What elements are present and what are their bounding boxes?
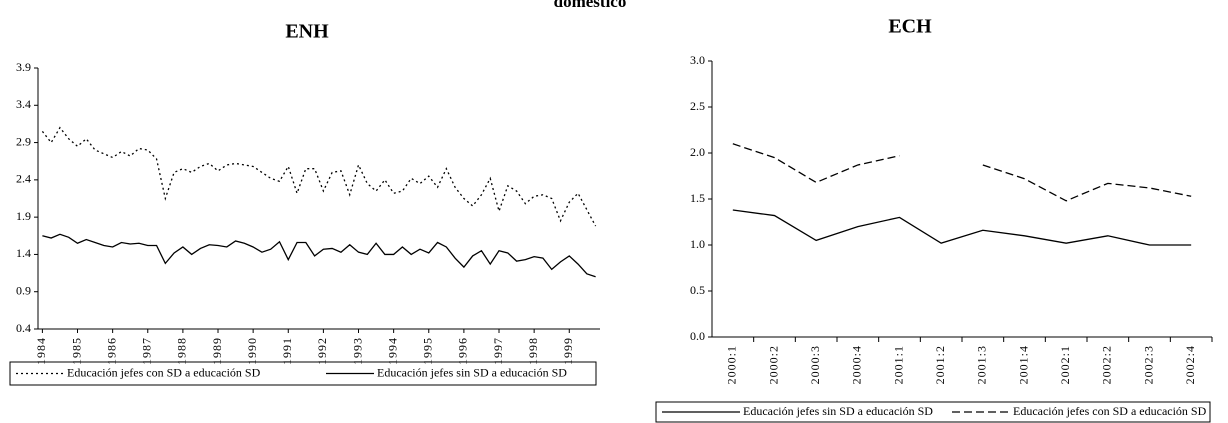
chart-title: ENH (285, 21, 329, 43)
y-tick-label: 1.0 (690, 237, 705, 251)
x-tick-label: 2000:4 (850, 345, 864, 384)
x-tick-label: 2001:2 (933, 345, 947, 384)
series-line (41, 126, 597, 227)
y-tick-label: 3.0 (690, 53, 705, 67)
y-tick-label: 2.5 (690, 99, 705, 113)
x-tick-label: 2001:1 (891, 345, 905, 384)
x-tick-label: 1989 (210, 337, 224, 365)
y-tick-label: 1.9 (16, 209, 31, 223)
legend-box (9, 361, 597, 386)
x-tick-label: 2000:1 (725, 345, 739, 384)
legend-label: Educación jefes con SD a educación SD (1013, 404, 1207, 418)
x-tick-label: 1998 (526, 337, 540, 365)
legend: Educación jefes con SD a educación SD Edu… (9, 361, 597, 386)
x-tick-label: 2001:3 (975, 345, 989, 384)
x-tick-label: 1991 (280, 337, 294, 365)
x-tick-label: 2002:3 (1141, 345, 1155, 384)
series-line (732, 209, 1192, 246)
y-tick-label: 2.4 (16, 172, 31, 186)
x-tick-label: 1993 (350, 337, 364, 365)
y-tick-label: 2.9 (16, 134, 31, 148)
x-tick-label: 1996 (456, 337, 470, 365)
x-tick-label: 1994 (385, 337, 399, 365)
x-tick-label: 2000:3 (808, 345, 822, 384)
legend: Educación jefes sin SD a educación SD Edu… (655, 401, 1211, 423)
legend-label: Educación jefes sin SD a educación SD (743, 404, 933, 418)
series-line (42, 233, 596, 278)
x-tick-label: 1990 (245, 337, 259, 365)
x-tick-label: 1999 (561, 337, 575, 365)
x-tick-label: 2001:4 (1016, 345, 1030, 384)
y-tick-label: 1.5 (690, 191, 705, 205)
y-tick-label: 0.4 (16, 321, 31, 335)
x-tick-label: 1987 (140, 337, 154, 365)
x-tick-label: 2002:2 (1100, 345, 1114, 384)
legend-label: Educación jefes con SD a educación SD (67, 365, 261, 379)
x-tick-label: 1985 (69, 337, 83, 365)
x-tick-label: 2002:1 (1058, 345, 1072, 384)
heading: doméstico (554, 0, 627, 11)
series-line (732, 143, 1192, 202)
y-tick-label: 1.4 (16, 246, 31, 260)
x-tick-label: 1984 (34, 337, 48, 365)
y-tick-label: 0.0 (690, 329, 705, 343)
legend-label: Educación jefes sin SD a educación SD (377, 365, 567, 379)
x-tick-label: 1997 (491, 337, 505, 365)
y-tick-label: 3.9 (16, 60, 31, 74)
x-tick-label: 2000:2 (766, 345, 780, 384)
chart-title: ECH (888, 16, 932, 38)
x-tick-label: 1986 (104, 337, 118, 365)
y-tick-label: 2.0 (690, 145, 705, 159)
x-tick-label: 1992 (315, 337, 329, 365)
y-tick-label: 3.4 (16, 97, 31, 111)
legend-box (655, 401, 1211, 423)
y-tick-label: 0.5 (690, 283, 705, 297)
x-tick-label: 1988 (175, 337, 189, 365)
y-tick-label: 0.9 (16, 283, 31, 297)
x-tick-label: 2002:4 (1183, 345, 1197, 384)
x-tick-label: 1995 (421, 337, 435, 365)
